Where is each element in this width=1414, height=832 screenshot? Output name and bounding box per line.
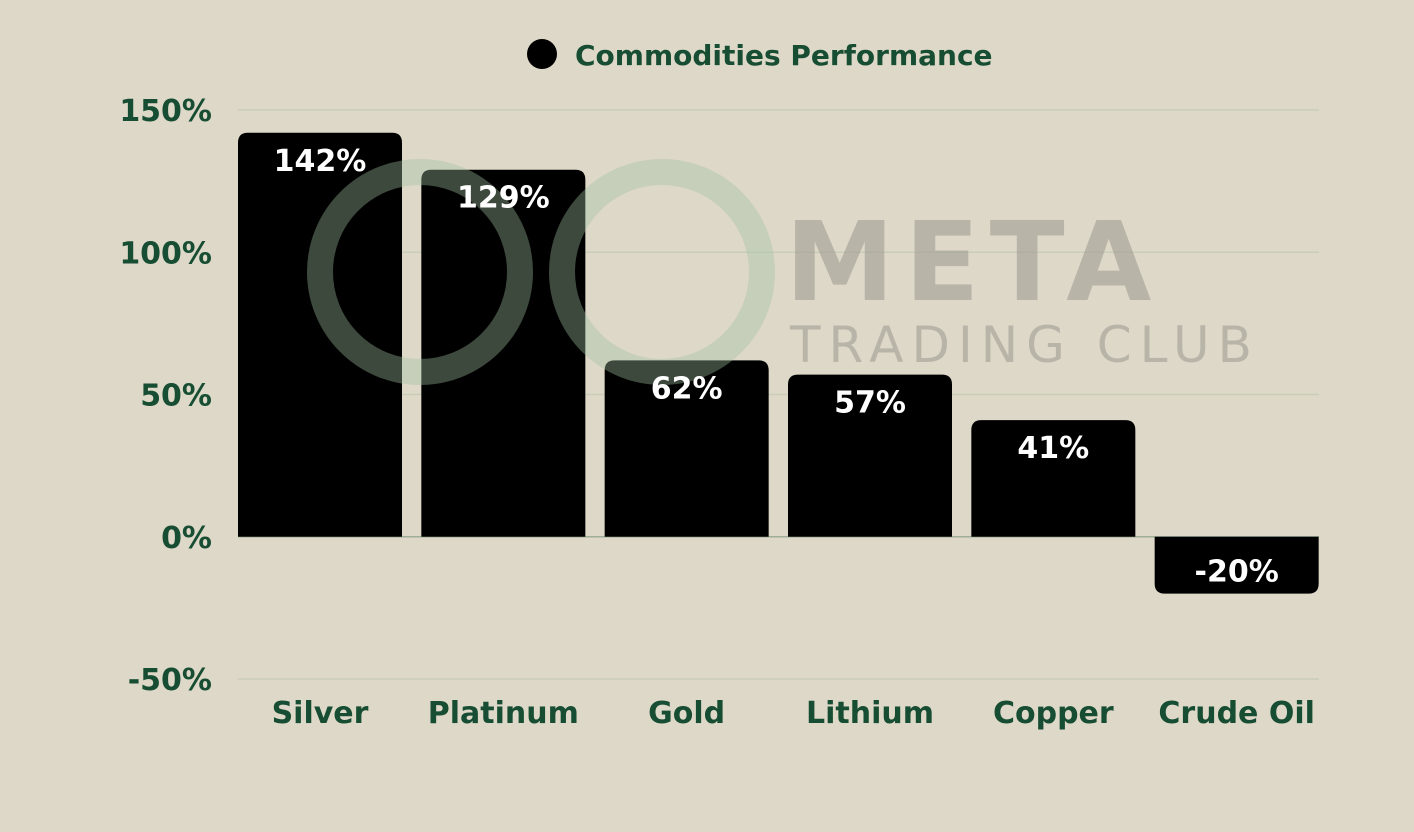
data-label: 62% [651,371,723,406]
data-labels: 142% 129% 62% 57% 41% -20% [274,144,1279,590]
y-axis-ticks: 150% 100% 50% 0% -50% [119,94,212,698]
bar-gold [604,360,769,537]
y-tick-label: -50% [128,663,212,698]
watermark-logo: META TRADING CLUB [307,159,1260,385]
x-tick-label: Platinum [428,696,579,731]
x-tick-label: Silver [272,696,369,731]
data-label: 129% [457,181,550,216]
y-tick-label: 100% [119,236,212,271]
x-tick-label: Lithium [806,696,934,731]
data-label: -20% [1195,555,1279,590]
bar-crude-oil [1154,536,1319,594]
legend: Commodities Performance [527,39,993,72]
bar-lithium [788,374,952,537]
data-label: 57% [834,386,906,421]
x-tick-label: Copper [993,696,1114,731]
x-axis-labels: Silver Platinum Gold Lithium Copper Crude Oil [272,696,1315,731]
bar-silver [238,132,402,537]
y-tick-label: 150% [119,94,212,129]
svg-text:META: META [785,198,1161,326]
data-label: 142% [274,144,367,179]
legend-label: Commodities Performance [575,39,993,72]
svg-text:TRADING CLUB: TRADING CLUB [789,316,1260,374]
bar-platinum [421,169,586,537]
x-tick-label: Gold [648,696,725,731]
bar-copper [971,420,1136,537]
x-tick-label: Crude Oil [1158,696,1315,731]
legend-marker [527,39,557,69]
gridlines [238,109,1319,680]
y-tick-label: 50% [140,379,212,414]
y-tick-label: 0% [161,521,212,556]
data-label: 41% [1017,431,1089,466]
bars [238,132,1319,594]
